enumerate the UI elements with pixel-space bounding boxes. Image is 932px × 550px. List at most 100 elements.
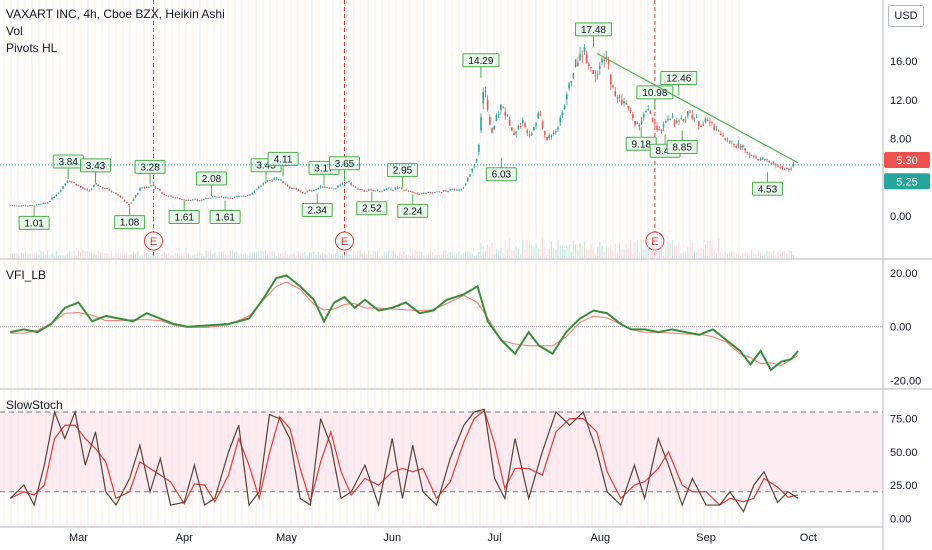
volume-bar [687, 246, 689, 258]
candle-body [495, 115, 498, 121]
candle-body [110, 191, 113, 192]
earnings-marker [143, 231, 163, 251]
candle-body [40, 203, 42, 205]
candle-body [167, 195, 170, 197]
candle-body [579, 53, 581, 60]
volume-bar [115, 252, 117, 258]
candle-body [335, 188, 337, 190]
candle-body [568, 83, 570, 89]
volume-bar [97, 250, 99, 258]
candle-body [618, 96, 621, 98]
volume-bar [372, 250, 374, 258]
candle-body [264, 181, 267, 183]
volume-bar [621, 249, 623, 258]
volume-bar [460, 254, 462, 258]
volume-bar [654, 243, 656, 258]
pivots-legend[interactable]: Pivots HL [6, 41, 58, 55]
candle-body [733, 143, 735, 145]
candle-body [324, 186, 326, 188]
volume-bar [777, 251, 779, 258]
candle-body [346, 182, 348, 184]
pivot-box [80, 158, 112, 173]
volume-bar [124, 254, 126, 258]
candle-body [706, 119, 709, 122]
candle-body [416, 193, 419, 195]
volume-bar [579, 243, 581, 258]
volume-bar [322, 253, 324, 258]
candle-body [350, 182, 353, 186]
candle-body [412, 191, 414, 193]
candle-body [348, 180, 350, 182]
candle-body [383, 189, 386, 191]
volume-bar [678, 242, 680, 258]
candle-body [515, 131, 518, 134]
volume-bar [663, 255, 665, 258]
price-pane[interactable]: E E E 1.01 3.84 3.43 1.08 3.28 1.61 2.08 1.61 3.45… [0, 0, 930, 258]
candle-body [482, 91, 485, 104]
volume-bar [726, 254, 729, 258]
candle-body [29, 205, 31, 206]
candle-body [594, 75, 597, 77]
volume-bar [392, 251, 394, 258]
volume-bar [511, 250, 513, 258]
volume-bar [366, 254, 368, 258]
candle-body [277, 179, 280, 180]
candle-body [172, 196, 174, 198]
volume-bar [718, 238, 720, 258]
volume-bar [214, 252, 216, 258]
candle-body [649, 110, 652, 114]
vfi-pane[interactable]: 20.00 0.00 -20.00 [0, 260, 921, 388]
candle-body [480, 116, 482, 131]
volume-bar [410, 255, 412, 258]
prev-price-tag: 5.25 [896, 176, 917, 188]
volume-bar [231, 250, 234, 258]
candle-body [189, 200, 192, 202]
candle-body [513, 132, 515, 135]
candle-body [183, 199, 185, 201]
currency-button[interactable]: USD [888, 5, 924, 27]
volume-bar [33, 252, 36, 258]
stoch-lines [0, 408, 883, 513]
candle-body [673, 120, 676, 124]
stoch-pane[interactable]: 75.00 50.00 25.00 0.00 [0, 390, 918, 527]
stoch-tick-label: 50.00 [890, 447, 918, 459]
candle-body [337, 186, 339, 188]
price-vertical-stripes [3, 0, 740, 258]
volume-legend[interactable]: Vol [6, 24, 23, 38]
candle-body [262, 183, 265, 185]
volume-bar [478, 252, 480, 258]
volume-bar [704, 244, 707, 258]
volume-bar [93, 253, 95, 258]
volume-bar [172, 255, 174, 258]
volume-bar [647, 237, 649, 258]
candle-body [429, 192, 432, 193]
volume-bar [711, 240, 713, 258]
candle-body [77, 185, 80, 187]
candle-body [478, 144, 480, 152]
candle-body [775, 164, 777, 166]
candle-body [704, 118, 707, 122]
volume-bar [135, 253, 137, 258]
volume-bar [319, 254, 322, 258]
pivot-labels: 1.01 3.84 3.43 1.08 3.28 1.61 2.08 1.61 3.454.11… [18, 22, 783, 230]
stoch-legend[interactable]: SlowStoch [6, 398, 63, 412]
volume-bar [526, 239, 528, 258]
candle-body [251, 193, 254, 194]
volume-bar [146, 253, 148, 258]
candle-body [112, 192, 115, 194]
volume-bar [16, 253, 18, 258]
time-axis[interactable]: Mar Apr May Jun Jul Aug Sep Oct [0, 526, 883, 544]
pivot-high-label: 14.29 [468, 56, 493, 67]
candle-body [772, 162, 775, 164]
symbol-title[interactable]: VAXART INC, 4h, Cboe BZX, Heikin Ashi [6, 7, 225, 21]
vfi-legend[interactable]: VFI_LB [6, 268, 47, 282]
volume-bar [335, 253, 337, 258]
trendline[interactable] [0, 52, 883, 166]
candle-body [60, 190, 62, 192]
candle-body [368, 189, 370, 191]
volume-bar [632, 254, 634, 258]
volume-bar [471, 253, 473, 258]
candle-body [51, 197, 53, 200]
candle-body [313, 190, 315, 192]
